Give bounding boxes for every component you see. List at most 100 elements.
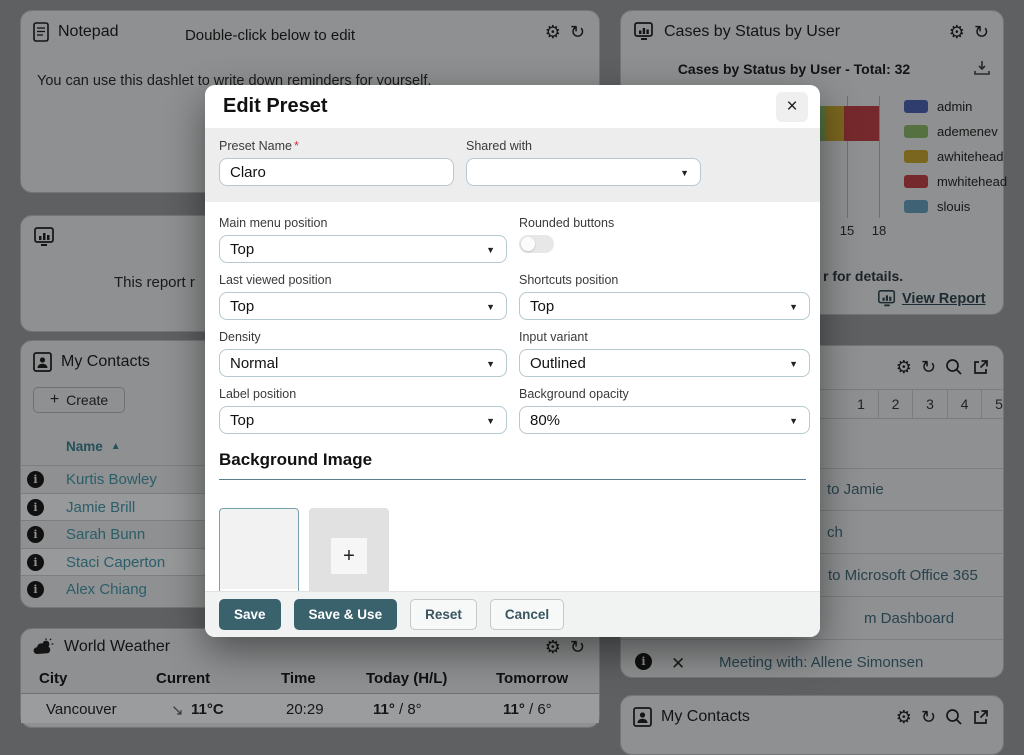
required-asterisk: * [293,139,299,153]
activity-row-fragment[interactable]: to Jamie [827,481,884,498]
cases-header: Cases by Status by User ⚙ ↻ [621,11,1003,48]
calendar-day-row: 1 2 3 4 5 [646,389,1003,419]
contact-name-link[interactable]: Jamie Brill [66,498,136,516]
modal-title: Edit Preset [223,95,328,117]
plus-icon: + [331,538,367,574]
meeting-row[interactable]: Meeting with: Allene Simonsen [719,654,924,671]
view-report-link[interactable]: View Report [877,289,986,309]
rounded-buttons-label: Rounded buttons [519,216,615,230]
reset-button[interactable]: Reset [410,599,477,630]
tomorrow-high-cell: 11° [503,701,525,718]
last-viewed-position-select[interactable]: Top ▼ [219,292,507,320]
shared-with-label: Shared with [466,139,533,153]
gear-icon[interactable]: ⚙ [895,707,912,727]
info-icon[interactable]: i [27,581,44,598]
legend-item[interactable]: mwhitehead [904,174,1007,189]
main-menu-position-select[interactable]: Top ▼ [219,235,507,263]
background-opacity-group: Background opacity 80% ▼ [519,387,810,434]
gear-icon[interactable]: ⚙ [544,22,561,42]
gear-icon[interactable]: ⚙ [948,22,965,42]
modal-footer: Save Save & Use Reset Cancel [205,591,820,637]
modal-header: Edit Preset × [205,85,820,128]
contact-name-link[interactable]: Alex Chiang [66,581,147,598]
close-icon[interactable]: × [776,91,808,122]
legend-item[interactable]: awhitehead [904,149,1007,164]
refresh-icon[interactable]: ↻ [569,637,585,657]
info-icon[interactable]: i [635,653,652,670]
refresh-icon[interactable]: ↻ [973,22,989,42]
chart-gridline [847,96,848,218]
calendar-day-cell[interactable]: 4 [947,390,981,418]
close-row-icon[interactable]: ✕ [671,654,686,673]
expand-icon[interactable] [972,359,989,376]
refresh-icon[interactable]: ↻ [920,707,936,727]
refresh-icon[interactable]: ↻ [920,357,936,377]
wind-arrow-icon: ↘ [171,702,184,719]
add-background-image-button[interactable]: + [309,508,389,604]
preset-name-input[interactable]: Claro [219,158,454,186]
expand-icon[interactable] [972,709,989,726]
background-image-heading: Background Image [219,450,806,480]
chevron-down-icon: ▼ [486,416,495,426]
cancel-button[interactable]: Cancel [489,599,565,630]
chevron-down-icon: ▼ [789,359,798,369]
info-icon[interactable]: i [27,471,44,488]
tomorrow-low-cell: / 6° [529,701,552,718]
cases-title: Cases by Status by User [664,23,841,40]
report-message-fragment: This report r [114,274,195,291]
contact-name-link[interactable]: Staci Caperton [66,553,166,571]
info-icon[interactable]: i [27,553,44,571]
calendar-day-cell[interactable]: 5 [981,390,1003,418]
report-details-fragment: r for details. [823,268,904,284]
col-tomorrow: Tomorrow [496,670,569,687]
create-contact-button[interactable]: + Create [33,387,125,413]
gear-icon[interactable]: ⚙ [895,357,912,377]
weather-table-header: City Current Time Today (H/L) Tomorrow [21,667,599,693]
input-variant-select[interactable]: Outlined ▼ [519,349,810,377]
activity-row-fragment[interactable]: m Dashboard [864,610,955,627]
gear-icon[interactable]: ⚙ [544,637,561,657]
calendar-day-cell[interactable]: 2 [878,390,912,418]
rounded-buttons-toggle[interactable] [519,235,554,253]
info-icon[interactable]: i [27,526,44,543]
contact-name-link[interactable]: Kurtis Bowley [66,471,157,488]
name-column-header[interactable]: Name ▲ [66,439,121,454]
legend-swatch [904,125,928,138]
search-icon[interactable] [945,358,963,376]
main-menu-position-group: Main menu position Top ▼ [219,216,507,263]
label-position-select[interactable]: Top ▼ [219,406,507,434]
legend-item[interactable]: admin [904,99,1007,114]
shared-with-select[interactable]: ▼ [466,158,701,186]
bar-segment-mwhitehead[interactable] [844,106,879,141]
save-and-use-button[interactable]: Save & Use [293,599,398,630]
shortcuts-position-select[interactable]: Top ▼ [519,292,810,320]
refresh-icon[interactable]: ↻ [569,22,585,42]
legend-item[interactable]: slouis [904,199,1007,214]
row-divider [621,639,1003,640]
x-tick-18: 18 [871,223,887,238]
bar-segment-awhitehead[interactable] [826,106,844,141]
calendar-day-cell[interactable]: 1 [844,390,878,418]
info-icon[interactable]: i [27,498,44,516]
download-icon[interactable] [973,59,991,77]
chart-gridline [879,96,880,218]
density-select[interactable]: Normal ▼ [219,349,507,377]
density-group: Density Normal ▼ [219,330,507,377]
activity-row-fragment[interactable]: ch [827,524,843,541]
view-report-label: View Report [902,291,986,307]
my-contacts-title: My Contacts [61,353,150,370]
save-button[interactable]: Save [219,599,281,630]
activity-row-fragment[interactable]: to Microsoft Office 365 [828,567,978,584]
col-time: Time [281,670,316,687]
background-opacity-select[interactable]: 80% ▼ [519,406,810,434]
legend-label: mwhitehead [937,174,1008,189]
contact-card-icon [633,707,652,727]
calendar-day-cell[interactable]: 3 [912,390,947,418]
search-icon[interactable] [945,708,963,726]
legend-item[interactable]: ademenev [904,124,1007,139]
chevron-down-icon: ▼ [789,416,798,426]
contact-name-link[interactable]: Sarah Bunn [66,526,146,543]
input-variant-group: Input variant Outlined ▼ [519,330,810,377]
weather-row-vancouver[interactable]: Vancouver ↘ 11°C 20:29 11° / 8° 11° / 6° [21,693,599,723]
partial-dashlet: My Contacts ⚙ ↻ [620,695,1004,755]
